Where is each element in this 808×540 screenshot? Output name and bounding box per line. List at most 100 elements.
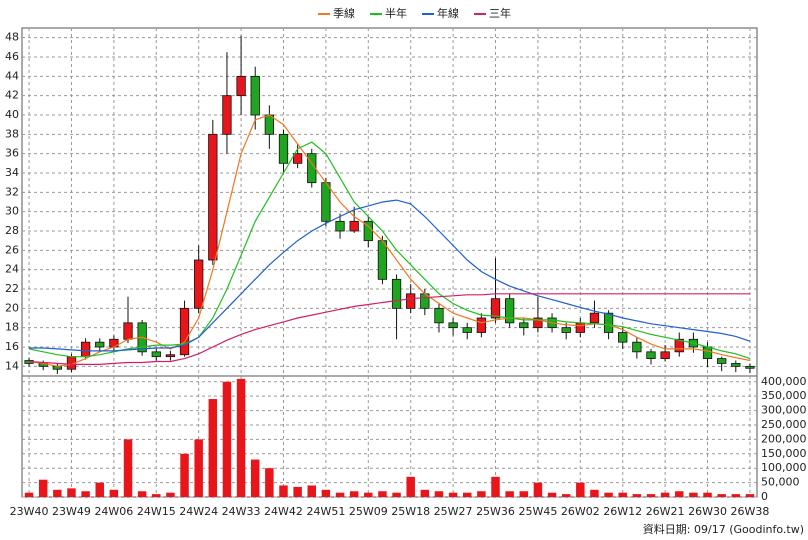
- y-tick-label: 22: [5, 282, 19, 295]
- volume-bar: [250, 459, 260, 497]
- x-tick-label: 24W24: [179, 505, 218, 518]
- candle-body: [406, 293, 416, 309]
- y2-tick-label: 150,000: [761, 447, 807, 460]
- volume-bar: [24, 492, 34, 497]
- candle-body: [717, 358, 727, 364]
- y-tick-label: 44: [5, 69, 19, 82]
- volume-bar: [646, 494, 656, 497]
- candle-body: [208, 133, 218, 261]
- candle-body: [561, 327, 571, 333]
- candle-body: [278, 133, 289, 164]
- candle-body: [745, 365, 755, 369]
- candle-body: [603, 312, 614, 333]
- footer: 資料日期: 09/17 (Goodinfo.tw): [643, 522, 804, 536]
- volume-bar: [180, 453, 189, 497]
- ma-line: [29, 114, 751, 367]
- y-tick-label: 34: [5, 166, 19, 179]
- volume-bar: [67, 488, 76, 497]
- candle-body: [632, 341, 642, 353]
- legend-label: 年線: [437, 6, 459, 20]
- x-tick-label: 26W02: [561, 505, 600, 518]
- legend-label: 季線: [333, 6, 355, 20]
- volume-bar: [166, 492, 175, 497]
- y-tick-label: 20: [5, 301, 19, 314]
- candle-body: [292, 153, 303, 164]
- candle-body: [194, 259, 204, 309]
- volume-bar: [109, 489, 119, 497]
- volume-bar: [604, 492, 613, 497]
- x-tick-label: 26W38: [730, 505, 769, 518]
- candle-body: [321, 182, 331, 222]
- volume-bar: [53, 489, 62, 497]
- x-tick-label: 25W18: [391, 505, 430, 518]
- legend-label: 三年: [489, 6, 511, 20]
- y-tick-label: 30: [5, 205, 19, 218]
- candle-body: [702, 346, 713, 360]
- x-tick-label: 24W51: [306, 505, 345, 518]
- candle-body: [264, 114, 274, 135]
- x-tick-label: 25W45: [518, 505, 557, 518]
- volume-bar: [279, 485, 288, 497]
- candle-body: [236, 75, 246, 97]
- volume-bar: [491, 476, 500, 497]
- x-tick-label: 26W21: [646, 505, 685, 518]
- volume-bar: [293, 486, 302, 497]
- candle-body: [377, 240, 388, 280]
- candle-body: [462, 327, 472, 333]
- y-tick-label: 16: [5, 340, 19, 353]
- y-tick-label: 26: [5, 243, 19, 256]
- volume-bar: [307, 485, 316, 497]
- y-tick-label: 24: [5, 263, 19, 276]
- volume-bar: [533, 482, 543, 497]
- x-tick-label: 24W06: [94, 505, 133, 518]
- volume-bar: [731, 494, 741, 497]
- y2-tick-label: 400,000: [761, 375, 807, 388]
- x-tick-label: 25W36: [476, 505, 515, 518]
- volume-bar: [378, 491, 387, 497]
- x-tick-label: 26W12: [603, 505, 642, 518]
- volume-bar: [675, 491, 684, 497]
- volume-bar: [689, 492, 698, 497]
- plot-frame: [21, 27, 758, 498]
- x-tick-label: 24W42: [264, 505, 303, 518]
- volume-bar: [222, 381, 232, 497]
- ma-line: [29, 293, 750, 365]
- candle-body: [589, 312, 600, 324]
- volume-bar: [717, 494, 726, 497]
- volume-bar: [321, 489, 331, 497]
- volume-bar: [406, 476, 415, 497]
- candle-body: [335, 220, 345, 232]
- y-tick-label: 48: [5, 31, 19, 44]
- volume-bar: [208, 399, 218, 497]
- volume-bar: [364, 492, 373, 497]
- volume-bar: [505, 491, 514, 497]
- candle-body: [151, 351, 161, 358]
- ma-line: [29, 199, 751, 352]
- candle-body: [95, 341, 105, 348]
- volume-bar: [590, 489, 599, 497]
- candle-body: [618, 332, 628, 343]
- y-tick-label: 32: [5, 185, 19, 198]
- volume-bar: [477, 491, 486, 497]
- y-tick-label: 40: [5, 108, 19, 121]
- candle-body: [646, 351, 656, 360]
- candle-body: [80, 341, 91, 358]
- volume-bar: [95, 482, 104, 497]
- volume-bar: [448, 492, 458, 497]
- candle-body: [674, 338, 684, 353]
- candle-body: [476, 317, 487, 333]
- volume-bar: [137, 491, 147, 497]
- ma-line: [28, 141, 751, 360]
- y-tick-label: 36: [5, 147, 19, 160]
- legend-label: 半年: [385, 6, 407, 20]
- volume-bar: [745, 494, 755, 497]
- candle-body: [165, 354, 176, 358]
- y2-tick-label: 350,000: [761, 389, 807, 402]
- volume-bar: [236, 378, 246, 497]
- y-tick-label: 46: [5, 50, 19, 63]
- volume-bar: [81, 491, 90, 497]
- y2-tick-label: 100,000: [761, 461, 807, 474]
- volume-bar: [123, 439, 133, 497]
- candle-body: [731, 363, 741, 367]
